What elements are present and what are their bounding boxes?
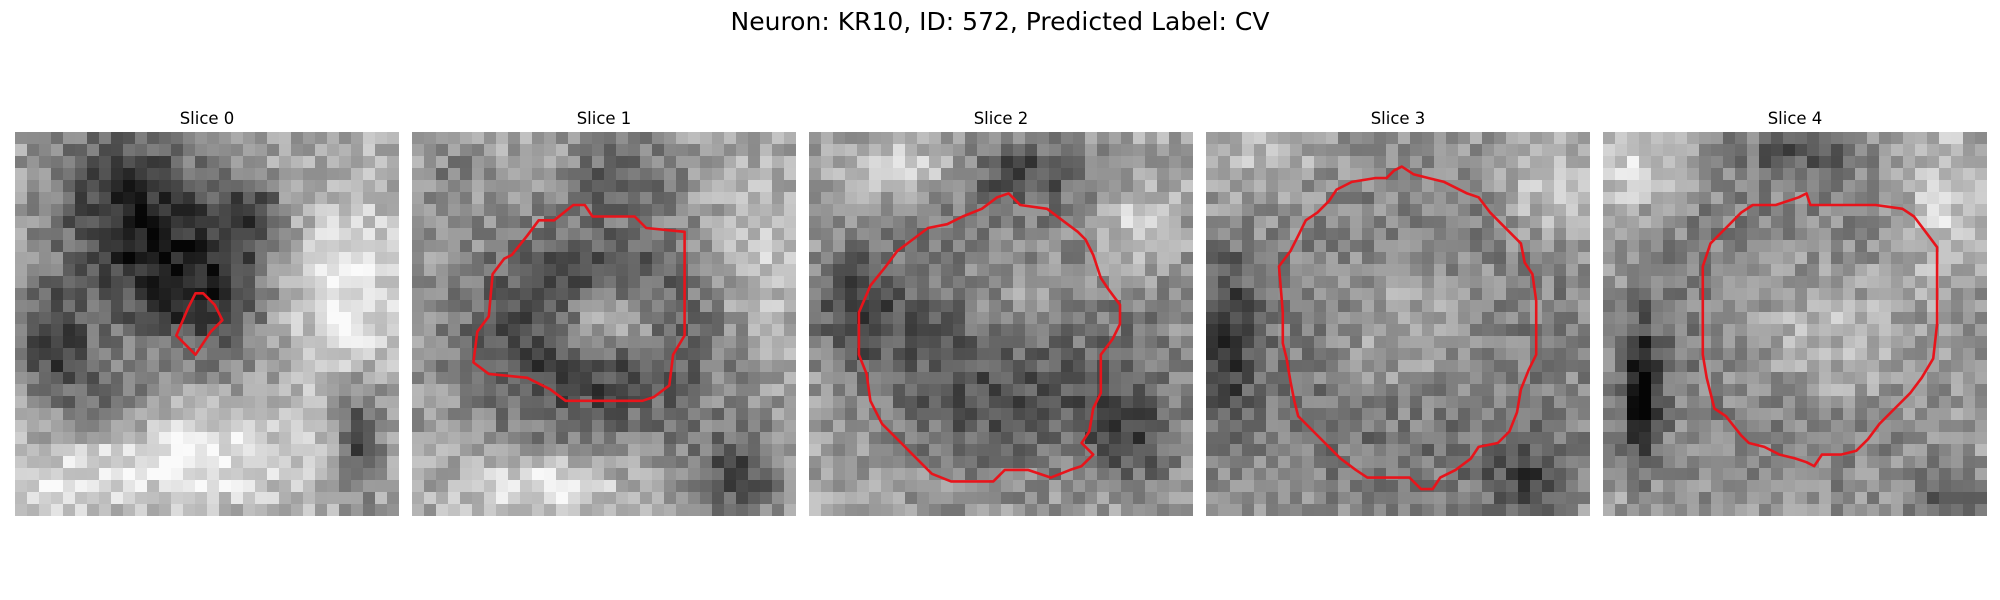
segmentation-contour [1701,192,1939,468]
slice-image-0 [15,132,399,516]
pixel-grid [15,132,399,516]
slice-image-2 [809,132,1193,516]
pixel-grid [1603,132,1987,516]
segmentation-contour [472,203,686,403]
slice-panel-1: Slice 1 [412,106,796,516]
pixel-grid [1206,132,1590,516]
slice-title-2: Slice 2 [973,109,1029,128]
slice-panel-0: Slice 0 [15,106,399,516]
slice-panel-2: Slice 2 [809,106,1193,516]
slice-panel-4: Slice 4 [1603,106,1987,516]
slice-title-3: Slice 3 [1370,109,1426,128]
slice-image-4 [1603,132,1987,516]
figure-title: Neuron: KR10, ID: 572, Predicted Label: … [730,7,1270,36]
pixel-grid [412,132,796,516]
slice-title-1: Slice 1 [576,109,632,128]
slice-title-4: Slice 4 [1767,109,1823,128]
slice-image-1 [412,132,796,516]
segmentation-contour [857,192,1122,483]
slice-image-3 [1206,132,1590,516]
slice-panel-3: Slice 3 [1206,106,1590,516]
segmentation-contour [175,292,224,356]
pixel-grid [809,132,1193,516]
segmentation-contour [1277,165,1538,491]
slice-title-0: Slice 0 [179,109,235,128]
